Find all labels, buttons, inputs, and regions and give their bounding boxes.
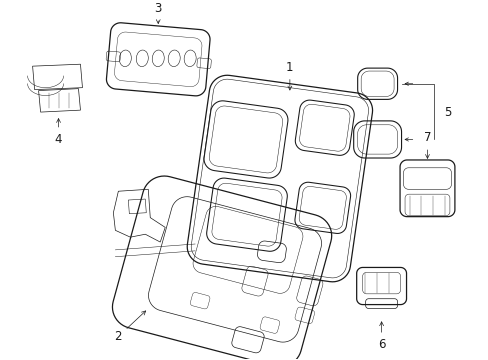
Text: 2: 2 bbox=[114, 311, 145, 343]
Text: 6: 6 bbox=[377, 322, 385, 351]
Text: 7: 7 bbox=[423, 131, 430, 158]
Text: 1: 1 bbox=[285, 61, 293, 90]
Text: 3: 3 bbox=[154, 3, 162, 23]
Text: 4: 4 bbox=[55, 118, 62, 145]
Text: 5: 5 bbox=[444, 105, 451, 118]
